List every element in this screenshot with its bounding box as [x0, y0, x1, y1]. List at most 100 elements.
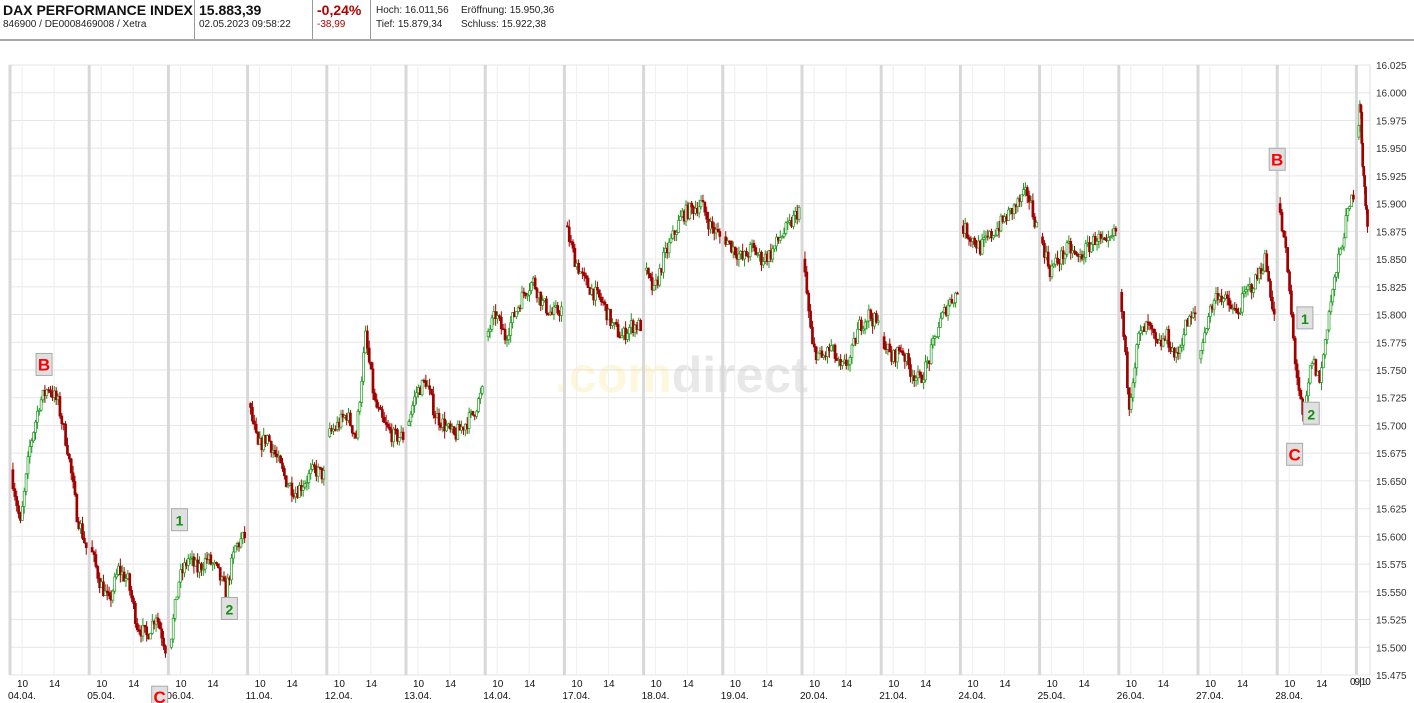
- candle: [211, 562, 215, 571]
- candle-body: [409, 413, 413, 422]
- candle-body: [1131, 382, 1135, 399]
- candle: [432, 386, 435, 419]
- candle-body: [322, 470, 326, 480]
- y-tick-label: 15.975: [1376, 116, 1407, 127]
- x-date-label: 21.04.: [879, 691, 907, 702]
- candle-body: [754, 247, 758, 256]
- candle: [137, 624, 141, 635]
- candle: [411, 401, 415, 418]
- candle: [118, 558, 122, 583]
- candle-body: [647, 267, 650, 275]
- candle: [169, 638, 173, 650]
- candle: [150, 613, 154, 635]
- candle: [54, 387, 58, 406]
- y-tick-label: 15.725: [1376, 394, 1407, 405]
- candle: [375, 393, 379, 409]
- candle: [1222, 297, 1225, 309]
- candle: [805, 265, 809, 295]
- candle-body: [539, 291, 543, 306]
- candle-body: [1272, 308, 1276, 315]
- x-hour-label: 14: [1237, 679, 1249, 690]
- candle-body: [96, 566, 100, 579]
- candle: [726, 237, 729, 245]
- price-chart[interactable]: 15.475 15.500 15.525 15.550 15.575 15.600 15.6…: [0, 40, 1414, 703]
- candle-body: [1269, 280, 1272, 298]
- y-tick-label: 15.575: [1376, 560, 1407, 571]
- candle: [249, 402, 252, 415]
- x-hour-label: 10: [967, 679, 979, 690]
- candle-body: [486, 331, 490, 338]
- candle: [756, 251, 760, 258]
- candle: [710, 216, 714, 234]
- candle: [26, 451, 30, 479]
- candle-body: [1065, 242, 1069, 255]
- candle-body: [149, 633, 152, 640]
- candle: [467, 407, 471, 434]
- day-candles: [645, 194, 722, 296]
- candle: [413, 389, 416, 413]
- candle-body: [211, 563, 215, 566]
- candle-body: [1282, 230, 1286, 238]
- candle-body: [1114, 228, 1118, 232]
- candle: [509, 315, 513, 343]
- candle-body: [850, 344, 854, 358]
- candle: [424, 374, 428, 390]
- candle: [37, 408, 41, 416]
- candle: [1278, 197, 1282, 216]
- candle: [66, 437, 69, 456]
- candle-body: [1271, 296, 1274, 310]
- candle: [486, 328, 490, 342]
- candle-body: [826, 347, 829, 357]
- x-hour-label: 14: [683, 679, 695, 690]
- candle: [316, 463, 320, 483]
- candle: [803, 251, 807, 277]
- x-hour-label: 10: [730, 679, 742, 690]
- candle: [1348, 205, 1352, 212]
- candle: [281, 457, 284, 472]
- candle: [1293, 335, 1297, 371]
- candle-body: [1135, 344, 1139, 369]
- candle-body: [1144, 321, 1148, 332]
- candle-body: [895, 346, 899, 363]
- candle-body: [28, 446, 32, 457]
- candle: [539, 291, 543, 312]
- candle: [1103, 236, 1106, 241]
- candle-body: [626, 333, 629, 340]
- candle: [1201, 338, 1205, 355]
- candle-body: [1201, 342, 1205, 351]
- candle-body: [499, 316, 503, 330]
- candle: [49, 385, 52, 398]
- candle: [311, 459, 314, 472]
- candle: [701, 194, 705, 203]
- candle: [415, 386, 418, 405]
- x-hour-label: 14: [49, 679, 61, 690]
- candle: [1050, 259, 1054, 280]
- candle-body: [1235, 308, 1239, 314]
- candle-body: [710, 221, 714, 228]
- candle-body: [1122, 311, 1125, 337]
- candle: [102, 574, 105, 597]
- candle: [171, 614, 175, 643]
- price-datetime: 02.05.2023 09:58:22: [199, 19, 291, 30]
- y-tick-label: 15.550: [1376, 588, 1407, 599]
- candle-body: [358, 402, 362, 412]
- candle-body: [73, 481, 77, 495]
- candle: [599, 293, 603, 306]
- candle: [135, 617, 139, 632]
- candle-body: [773, 245, 776, 250]
- candle-body: [111, 590, 115, 601]
- wave-label-C: C: [1286, 442, 1304, 466]
- candle-body: [716, 228, 720, 232]
- candle: [1350, 194, 1353, 207]
- x-date-label: 25.04.: [1038, 691, 1066, 702]
- candle: [233, 545, 237, 553]
- x-hour-label: 14: [1158, 679, 1170, 690]
- candle: [675, 229, 678, 242]
- candle: [1084, 239, 1088, 263]
- candle: [1073, 245, 1076, 256]
- candle-body: [1031, 200, 1035, 218]
- candle: [792, 210, 795, 230]
- candle-body: [973, 237, 976, 245]
- candle: [352, 432, 356, 439]
- candle: [775, 233, 778, 252]
